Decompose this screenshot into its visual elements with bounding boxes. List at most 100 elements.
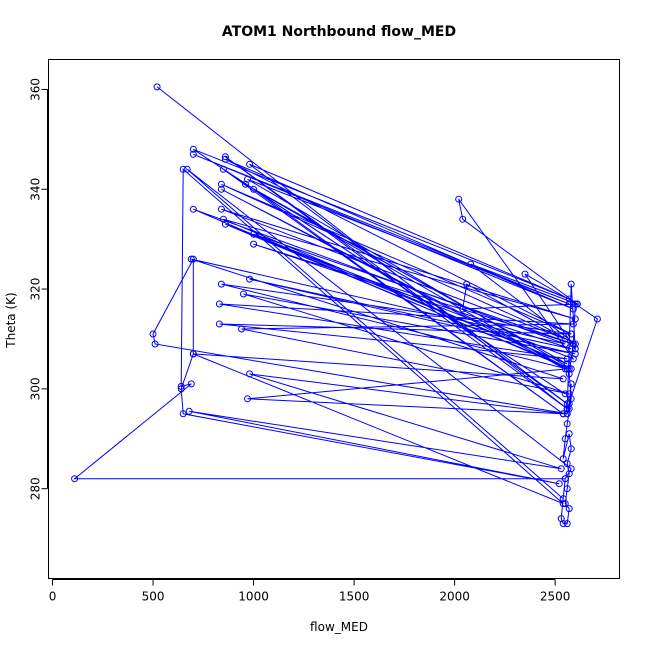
data-point [459, 215, 467, 223]
plot-frame [48, 59, 620, 579]
x-tick-label: 500 [142, 590, 165, 604]
data-point [217, 280, 225, 288]
data-point [250, 230, 258, 238]
data-point [567, 330, 575, 338]
data-point [571, 340, 579, 348]
data-point [567, 465, 575, 473]
data-point [246, 160, 254, 168]
data-point [246, 370, 254, 378]
data-point [563, 520, 571, 528]
data-point [569, 340, 577, 348]
data-point [563, 485, 571, 493]
data-point [561, 435, 569, 443]
data-point [557, 465, 565, 473]
data-point [250, 240, 258, 248]
x-tick-label: 0 [49, 590, 57, 604]
data-point [455, 195, 463, 203]
data-point [217, 205, 225, 213]
x-tick-label: 1500 [339, 590, 370, 604]
data-point [561, 335, 569, 343]
x-axis-label: flow_MED [310, 620, 368, 634]
data-point [217, 180, 225, 188]
data-point [561, 475, 569, 483]
data-point [561, 340, 569, 348]
data-point [177, 382, 185, 390]
data-point [238, 325, 245, 333]
data-point [183, 165, 191, 173]
data-point [559, 500, 567, 508]
data-point [189, 350, 197, 358]
data-point [463, 280, 471, 288]
x-axis: 0 500 1000 1500 2000 2500 [49, 579, 571, 604]
data-point [179, 165, 187, 173]
data-point [557, 515, 565, 523]
data-point [593, 315, 601, 323]
data-point [573, 300, 581, 308]
data-point [571, 315, 579, 323]
plot-area [71, 83, 601, 528]
data-points [71, 83, 601, 528]
x-tick-label: 2500 [540, 590, 571, 604]
y-tick-label: 320 [29, 278, 43, 301]
data-point [151, 340, 159, 348]
data-point [187, 380, 195, 388]
data-point [187, 255, 195, 263]
data-point [559, 495, 567, 503]
data-point [459, 305, 467, 313]
data-point [221, 155, 229, 163]
data-point [185, 407, 193, 415]
data-point [246, 275, 254, 283]
data-point [567, 280, 575, 288]
data-point [559, 455, 567, 463]
data-point [567, 380, 575, 388]
y-tick-label: 300 [29, 377, 43, 400]
y-tick-label: 360 [29, 78, 43, 101]
data-point [565, 505, 573, 513]
data-point [177, 385, 185, 393]
data-point [561, 390, 569, 398]
data-point [563, 410, 571, 418]
data-point [219, 165, 227, 173]
data-point [559, 375, 567, 383]
data-point [221, 153, 229, 161]
y-axis-label: Theta (K) [4, 292, 18, 348]
data-point [563, 360, 571, 368]
data-point [179, 410, 187, 418]
data-point [563, 420, 571, 428]
data-point [215, 300, 223, 308]
data-point [567, 445, 575, 453]
data-point [521, 270, 529, 278]
data-point [244, 175, 251, 183]
y-tick-label: 280 [29, 477, 43, 500]
data-point [189, 150, 197, 158]
data-point [565, 430, 573, 438]
data-point [189, 145, 197, 153]
y-axis: 280 300 320 340 360 [29, 78, 48, 500]
data-point [149, 330, 157, 338]
data-point [221, 220, 229, 228]
data-point [71, 475, 79, 483]
data-point [571, 300, 579, 308]
data-point [189, 255, 197, 263]
data-point [244, 395, 251, 403]
data-point [467, 260, 475, 268]
data-point [240, 290, 247, 298]
x-tick-label: 1000 [238, 590, 269, 604]
x-tick-label: 2000 [439, 590, 470, 604]
data-point [189, 205, 197, 213]
data-point [563, 460, 571, 468]
data-point [217, 185, 225, 193]
data-point [559, 410, 567, 418]
series-line [73, 86, 598, 525]
data-point [565, 400, 573, 408]
chart-title: ATOM1 Northbound flow_MED [222, 24, 456, 40]
data-point [153, 83, 161, 91]
data-point [555, 480, 563, 488]
data-point [250, 185, 258, 193]
data-point [569, 355, 577, 363]
data-point [565, 295, 573, 303]
data-point [215, 320, 223, 328]
y-tick-label: 340 [29, 178, 43, 201]
data-point [565, 370, 573, 378]
